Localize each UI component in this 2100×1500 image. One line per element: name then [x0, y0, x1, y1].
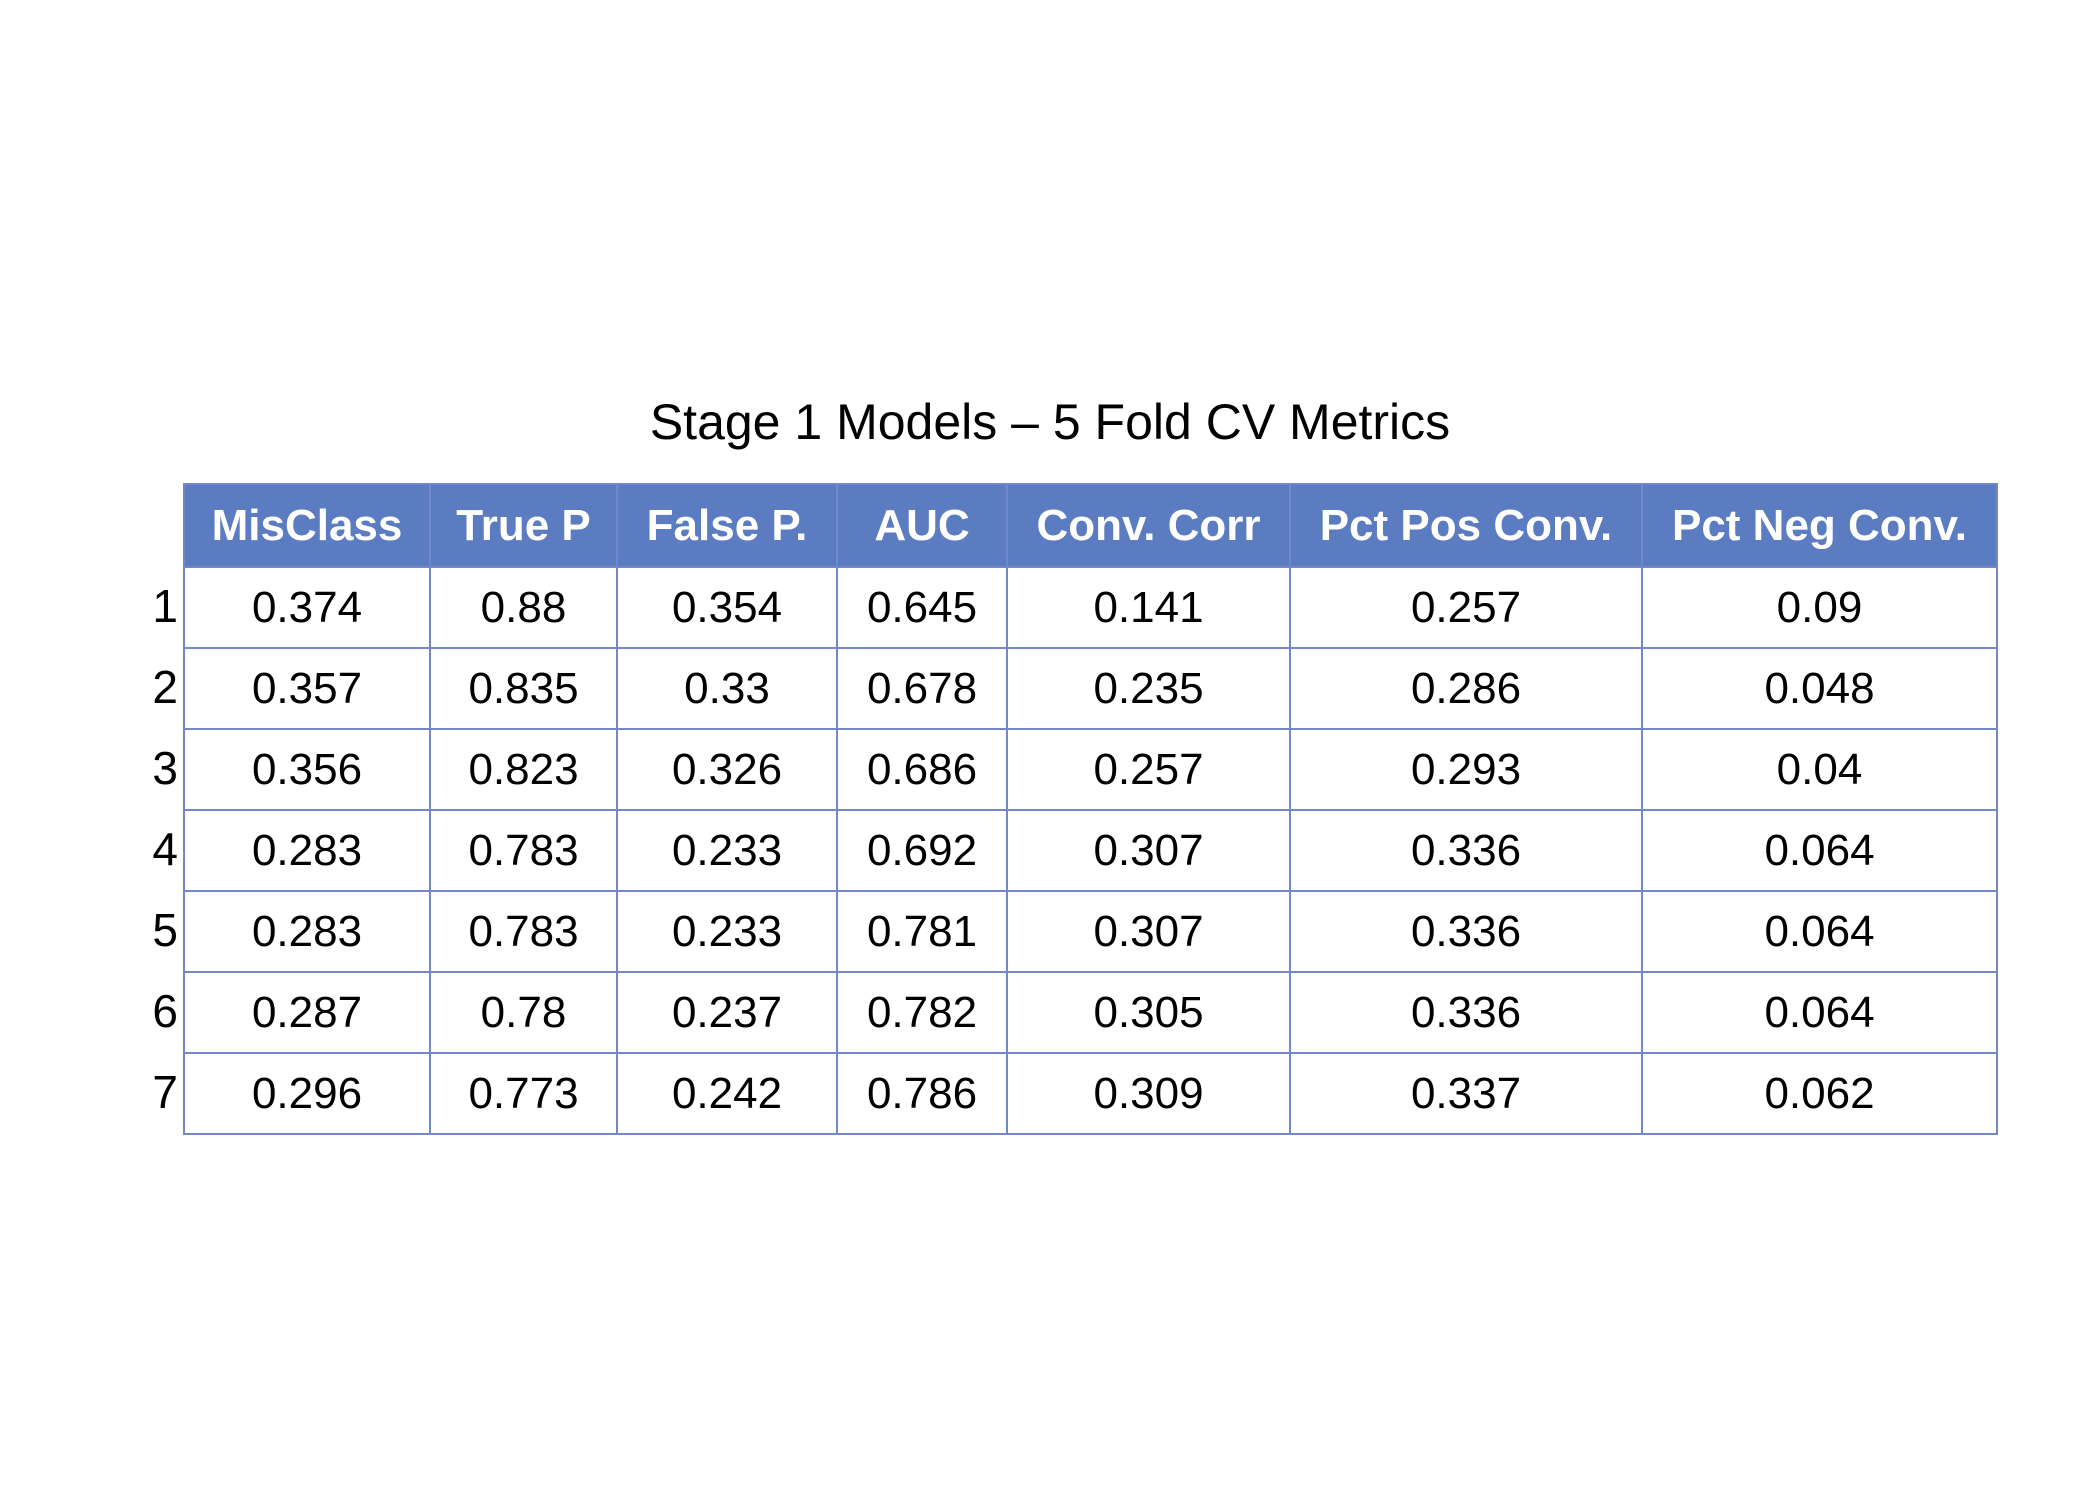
row-label: 1: [152, 580, 178, 632]
table-cell: 0.782: [836, 971, 1008, 1054]
table-cell: 0.237: [616, 971, 838, 1054]
row-label: 7: [152, 1066, 178, 1118]
table-row: 0.296 0.773 0.242 0.786 0.309 0.337 0.062: [183, 1052, 1998, 1135]
row-label: 2: [152, 661, 178, 713]
table-title: Stage 1 Models – 5 Fold CV Metrics: [649, 394, 1451, 450]
table-cell: 0.336: [1289, 971, 1643, 1054]
table-cell: 0.781: [836, 890, 1008, 973]
table-cell: 0.064: [1641, 809, 1998, 892]
table-cell: 0.786: [836, 1052, 1008, 1135]
table-cell: 0.835: [429, 647, 618, 730]
table-cell: 0.287: [183, 971, 431, 1054]
table-row: 0.356 0.823 0.326 0.686 0.257 0.293 0.04: [183, 728, 1998, 811]
table-cell: 0.337: [1289, 1052, 1643, 1135]
table-cell: 0.354: [616, 566, 838, 649]
table-cell: 0.242: [616, 1052, 838, 1135]
table-cell: 0.235: [1006, 647, 1291, 730]
table-cell: 0.357: [183, 647, 431, 730]
table-cell: 0.374: [183, 566, 431, 649]
table-cell: 0.336: [1289, 809, 1643, 892]
table-cell: 0.88: [429, 566, 618, 649]
header-row: MisClass True P False P. AUC Conv. Corr Pct P…: [183, 483, 1998, 568]
column-header: Pct Neg Conv.: [1641, 483, 1998, 568]
table-cell: 0.283: [183, 809, 431, 892]
row-label: 6: [152, 985, 178, 1037]
table-cell: 0.141: [1006, 566, 1291, 649]
table-cell: 0.305: [1006, 971, 1291, 1054]
metrics-table: MisClass True P False P. AUC Conv. Corr Pct P…: [183, 483, 1998, 1135]
row-label: 3: [152, 742, 178, 794]
table-cell: 0.293: [1289, 728, 1643, 811]
table-cell: 0.686: [836, 728, 1008, 811]
column-header: AUC: [836, 483, 1008, 568]
table-cell: 0.773: [429, 1052, 618, 1135]
table-cell: 0.33: [616, 647, 838, 730]
table-cell: 0.09: [1641, 566, 1998, 649]
table-row: 0.374 0.88 0.354 0.645 0.141 0.257 0.09: [183, 566, 1998, 649]
table-cell: 0.645: [836, 566, 1008, 649]
table-cell: 0.286: [1289, 647, 1643, 730]
table-cell: 0.257: [1289, 566, 1643, 649]
table-cell: 0.233: [616, 809, 838, 892]
table-cell: 0.233: [616, 890, 838, 973]
table-row: 0.287 0.78 0.237 0.782 0.305 0.336 0.064: [183, 971, 1998, 1054]
row-label: 5: [152, 904, 178, 956]
table-cell: 0.823: [429, 728, 618, 811]
table-cell: 0.783: [429, 890, 618, 973]
table-cell: 0.678: [836, 647, 1008, 730]
table-cell: 0.283: [183, 890, 431, 973]
table-cell: 0.257: [1006, 728, 1291, 811]
table-cell: 0.356: [183, 728, 431, 811]
table-cell: 0.296: [183, 1052, 431, 1135]
column-header: Pct Pos Conv.: [1289, 483, 1643, 568]
table-cell: 0.78: [429, 971, 618, 1054]
table-row: 0.357 0.835 0.33 0.678 0.235 0.286 0.048: [183, 647, 1998, 730]
table-cell: 0.048: [1641, 647, 1998, 730]
table-cell: 0.064: [1641, 890, 1998, 973]
table-cell: 0.783: [429, 809, 618, 892]
table-row: 0.283 0.783 0.233 0.692 0.307 0.336 0.064: [183, 809, 1998, 892]
table-cell: 0.336: [1289, 890, 1643, 973]
table-row: 0.283 0.783 0.233 0.781 0.307 0.336 0.064: [183, 890, 1998, 973]
column-header: MisClass: [183, 483, 431, 568]
table-cell: 0.064: [1641, 971, 1998, 1054]
column-header: True P: [429, 483, 618, 568]
column-header: Conv. Corr: [1006, 483, 1291, 568]
table-cell: 0.309: [1006, 1052, 1291, 1135]
table-body: 0.374 0.88 0.354 0.645 0.141 0.257 0.09 0.357 0.…: [183, 566, 1998, 1135]
column-header: False P.: [616, 483, 838, 568]
table-cell: 0.307: [1006, 809, 1291, 892]
table-cell: 0.326: [616, 728, 838, 811]
table-cell: 0.307: [1006, 890, 1291, 973]
table-cell: 0.04: [1641, 728, 1998, 811]
row-label: 4: [152, 823, 178, 875]
table-cell: 0.062: [1641, 1052, 1998, 1135]
table-cell: 0.692: [836, 809, 1008, 892]
